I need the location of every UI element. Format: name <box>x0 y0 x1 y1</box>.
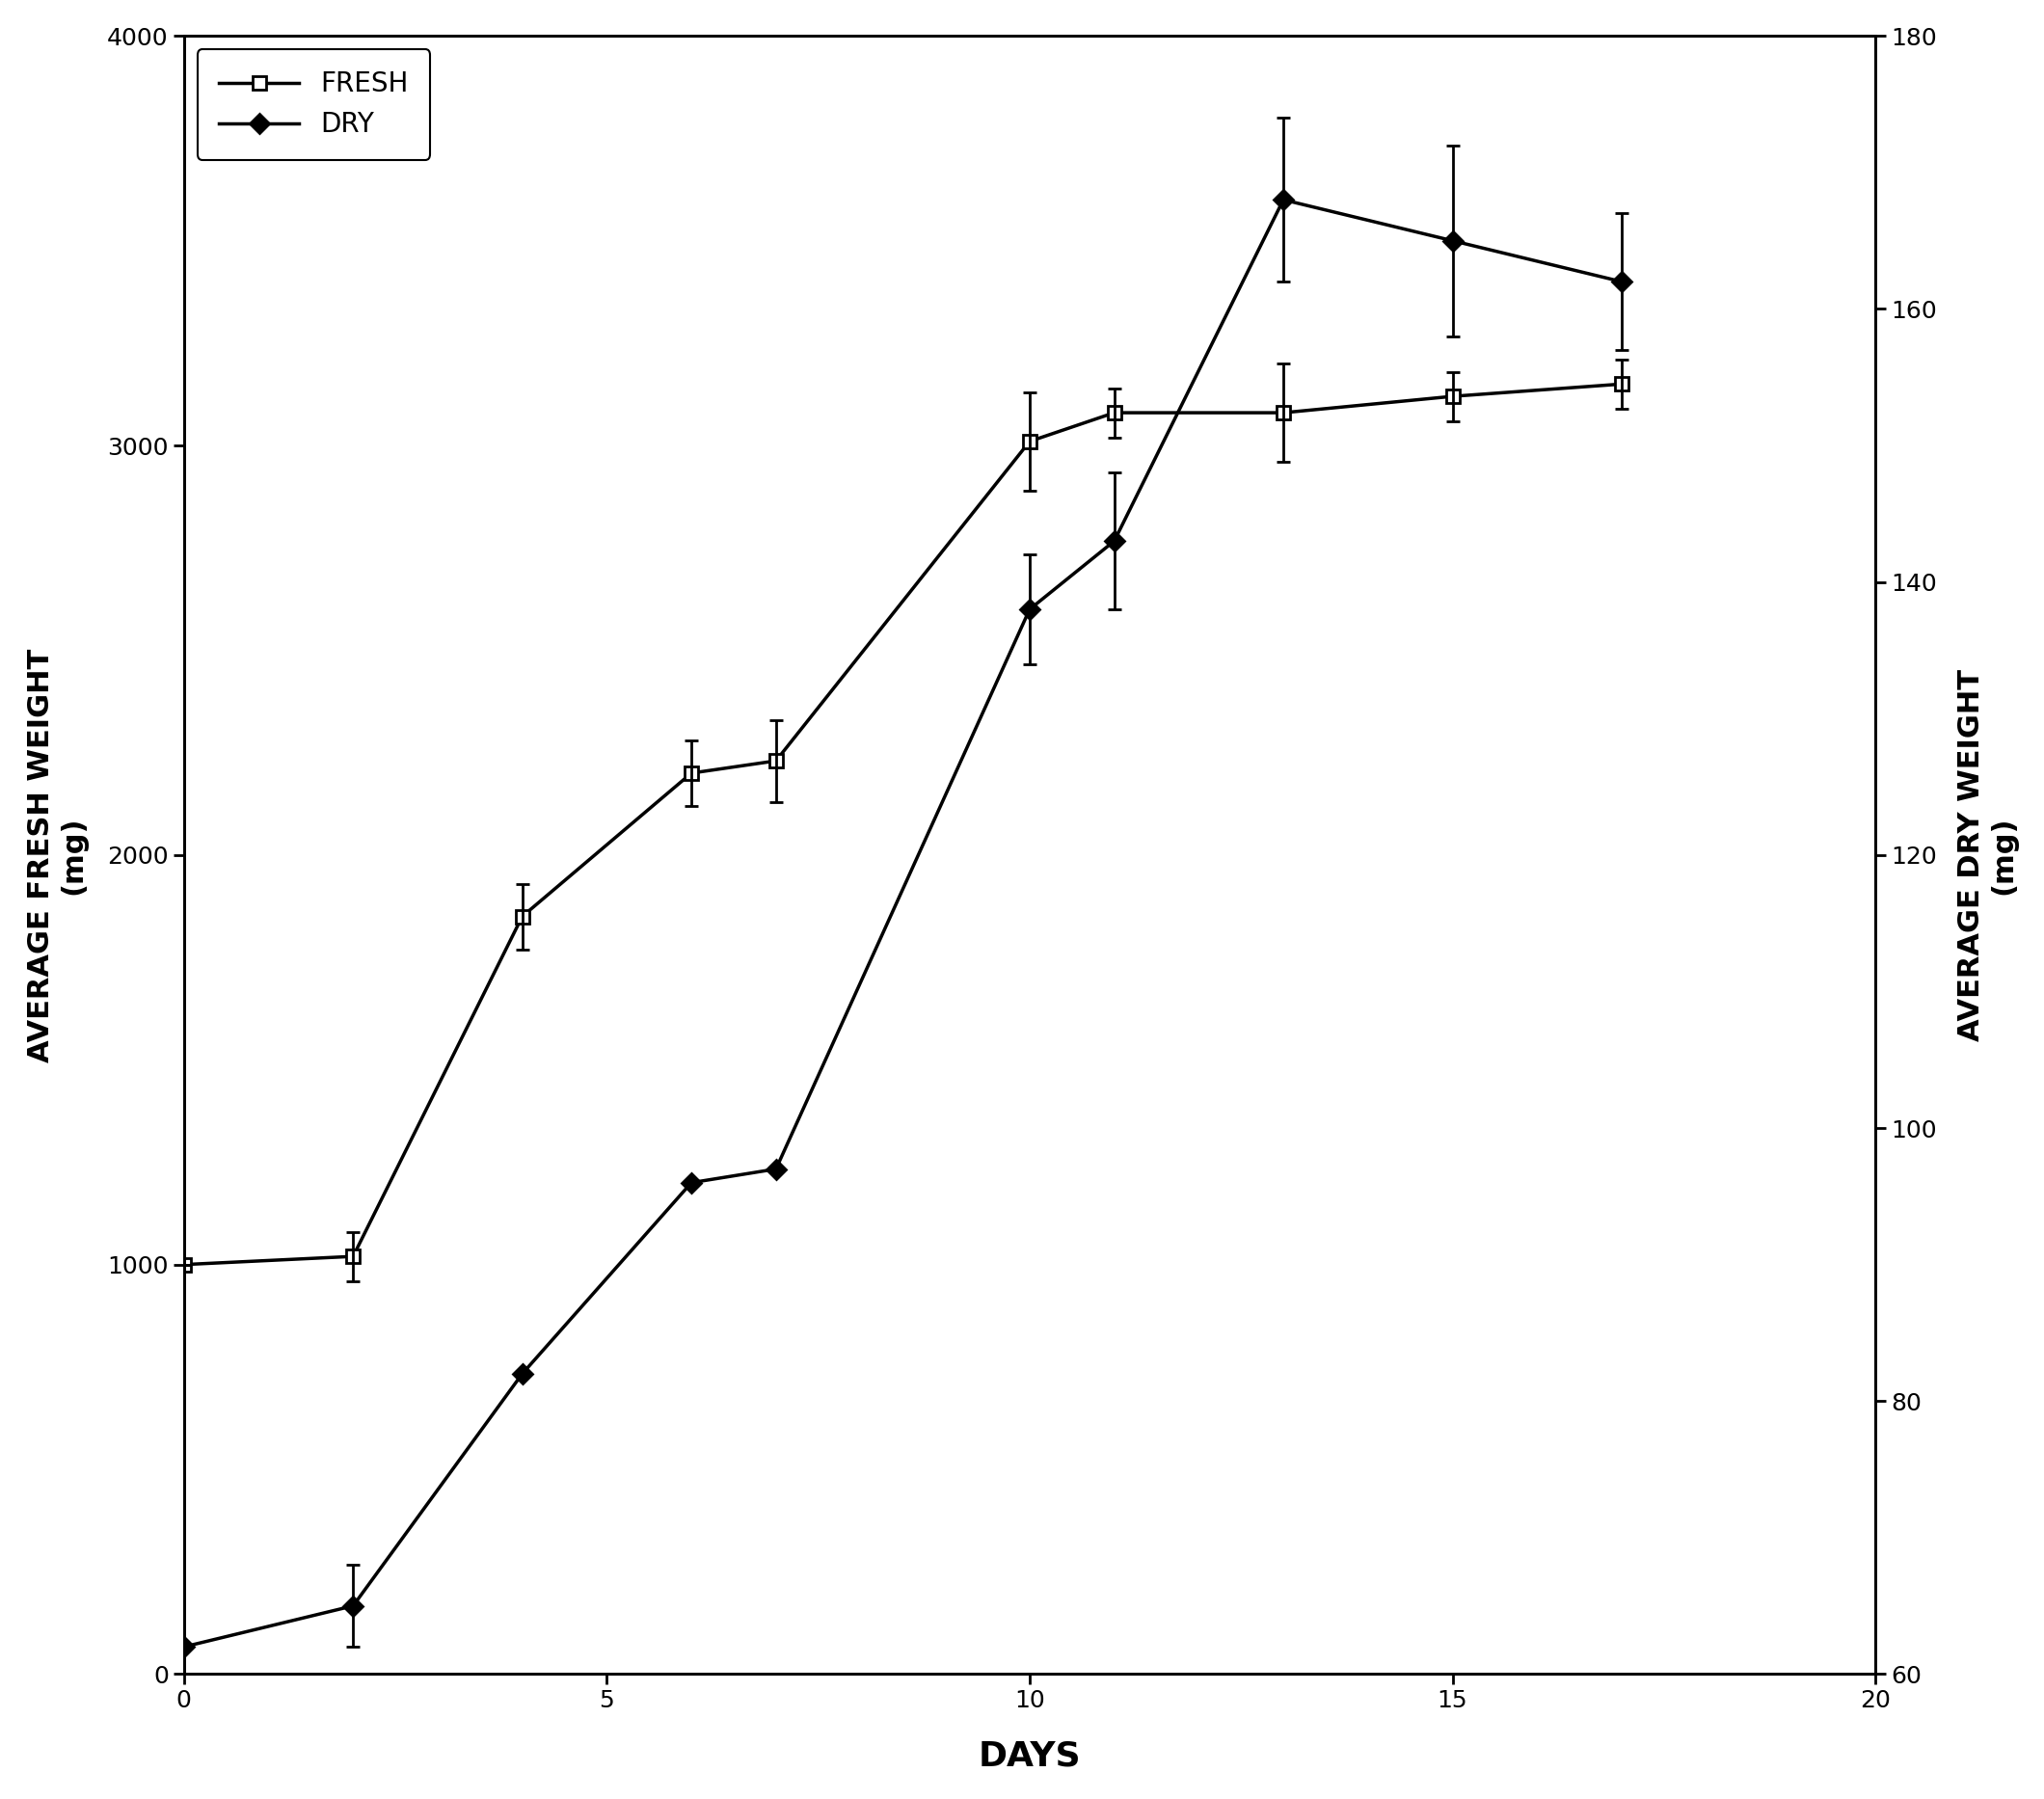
Y-axis label: AVERAGE DRY WEIGHT
(mg): AVERAGE DRY WEIGHT (mg) <box>1956 669 2017 1042</box>
Legend: FRESH, DRY: FRESH, DRY <box>198 49 429 160</box>
FRESH <box>764 750 789 772</box>
FRESH <box>1271 401 1296 423</box>
DRY <box>1271 189 1296 210</box>
FRESH <box>1102 401 1126 423</box>
Y-axis label: AVERAGE FRESH WEIGHT
(mg): AVERAGE FRESH WEIGHT (mg) <box>27 648 88 1061</box>
FRESH <box>172 1254 196 1275</box>
DRY <box>511 1364 536 1385</box>
X-axis label: DAYS: DAYS <box>979 1740 1081 1772</box>
DRY <box>764 1159 789 1180</box>
FRESH <box>511 905 536 926</box>
DRY <box>1102 531 1126 552</box>
DRY <box>172 1635 196 1657</box>
FRESH <box>1018 430 1042 452</box>
DRY <box>679 1171 703 1193</box>
FRESH <box>1609 372 1633 394</box>
DRY <box>1441 230 1466 252</box>
FRESH <box>341 1245 366 1266</box>
Line: DRY: DRY <box>178 192 1629 1653</box>
FRESH <box>1441 385 1466 407</box>
FRESH <box>679 763 703 784</box>
DRY <box>1018 599 1042 621</box>
DRY <box>341 1596 366 1617</box>
Line: FRESH: FRESH <box>178 378 1629 1272</box>
DRY <box>1609 272 1633 293</box>
